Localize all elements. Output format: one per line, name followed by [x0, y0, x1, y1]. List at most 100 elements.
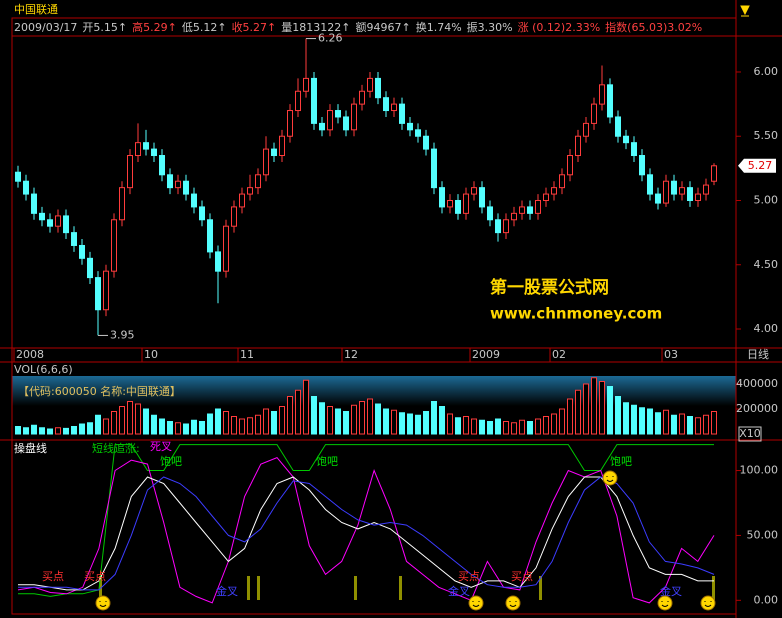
indicator-line: [18, 476, 714, 591]
smiley: [95, 595, 111, 611]
last-price: 5.27: [748, 159, 773, 172]
volume-bar: [679, 413, 685, 435]
candle-body: [671, 180, 677, 195]
volume-bar: [671, 414, 677, 435]
info-item: 额94967↑: [356, 21, 411, 34]
volume-bar: [623, 402, 629, 435]
indicator-line: [18, 476, 715, 591]
candle-body: [207, 219, 213, 253]
info-item: 2009/03/17: [14, 21, 77, 34]
candle-body: [295, 90, 301, 112]
smiley-face: [509, 601, 517, 607]
volume-bar: [191, 419, 197, 435]
menu-icon[interactable]: [740, 5, 750, 17]
volume-bar: [39, 427, 45, 435]
stock-name: 中国联通: [14, 3, 58, 16]
volume-bar: [183, 423, 189, 435]
volume-bar: [391, 409, 397, 435]
candle-body: [663, 180, 669, 204]
candle-body: [607, 84, 613, 118]
volume-bar: [239, 418, 245, 435]
candle-body: [439, 187, 445, 208]
unit-label: X10: [739, 427, 761, 440]
candle-body: [47, 219, 53, 227]
x-tick-label: 03: [664, 348, 678, 361]
volume-bar: [231, 416, 237, 435]
candle-body: [343, 116, 349, 131]
candle-body: [559, 174, 565, 189]
candle-body: [159, 155, 165, 176]
volume-bar: [119, 406, 125, 435]
annotation: 买点: [84, 570, 106, 583]
volume-bar: [655, 412, 661, 435]
candle-body: [487, 206, 493, 221]
candle-body: [239, 193, 245, 208]
candle-body: [455, 199, 461, 214]
volume-bar: [663, 409, 669, 435]
volume-bar: [455, 417, 461, 435]
volume-bar: [647, 408, 653, 435]
annotation: 买点: [458, 570, 480, 583]
annotation: 金叉: [448, 584, 470, 598]
candle-body: [703, 184, 709, 195]
volume-bar: [343, 411, 349, 435]
candle-body: [535, 199, 541, 214]
volume-bar: [487, 421, 493, 435]
candle-body: [287, 110, 293, 137]
candle-body: [623, 135, 629, 144]
volume-bar: [687, 416, 693, 435]
smiley: [468, 595, 484, 611]
info-item: 量1813122↑: [281, 21, 350, 34]
candle-body: [327, 110, 333, 131]
candle-body: [175, 180, 181, 189]
extreme-label: 3.95: [110, 328, 135, 341]
volume-bar: [559, 408, 565, 435]
volume-bar: [175, 422, 181, 435]
volume-bar: [583, 383, 589, 435]
volume-bar: [167, 421, 173, 435]
volume-bar: [511, 422, 517, 435]
candle-body: [263, 148, 269, 176]
volume-bar: [447, 413, 453, 435]
volume-bar: [543, 416, 549, 435]
volume-bar: [127, 401, 133, 435]
volume-bar: [271, 411, 277, 435]
volume-bar: [23, 427, 29, 435]
volume-bar: [359, 401, 365, 435]
candle-body: [631, 142, 637, 157]
candle-body: [399, 103, 405, 124]
volume-bar: [327, 406, 333, 435]
annotation: 饱吧: [610, 454, 632, 468]
candle-body: [615, 116, 621, 137]
candle-body: [575, 135, 581, 157]
candle-body: [647, 174, 653, 195]
annotation: 金叉: [216, 584, 238, 598]
volume-bar: [703, 414, 709, 435]
extreme-label: 6.26: [318, 32, 343, 45]
annotation: 买点: [42, 570, 64, 583]
volume-bar: [95, 414, 101, 435]
info-item: 开5.15↑: [82, 21, 127, 34]
volume-bar: [319, 402, 325, 435]
period-label[interactable]: 日线: [747, 347, 769, 361]
info-item: 收5.27↑: [232, 20, 277, 34]
candle-body: [143, 142, 149, 150]
volume-bar: [519, 419, 525, 435]
volume-bar: [215, 408, 221, 435]
smileys: [95, 470, 716, 611]
candle-body: [247, 187, 253, 195]
candle-body: [215, 251, 221, 272]
candle-body: [687, 187, 693, 201]
info-item: 指数(65.03)3.02%: [605, 20, 702, 34]
y-tick-label: 200000: [736, 402, 778, 415]
annotation: 金叉: [660, 584, 682, 598]
y-tick-label: 100.00: [740, 464, 779, 477]
volume-bar: [575, 389, 581, 435]
y-tick-label: 5.50: [754, 129, 779, 142]
candle-body: [255, 174, 261, 189]
candle-body: [359, 90, 365, 105]
volume-bar: [247, 417, 253, 435]
